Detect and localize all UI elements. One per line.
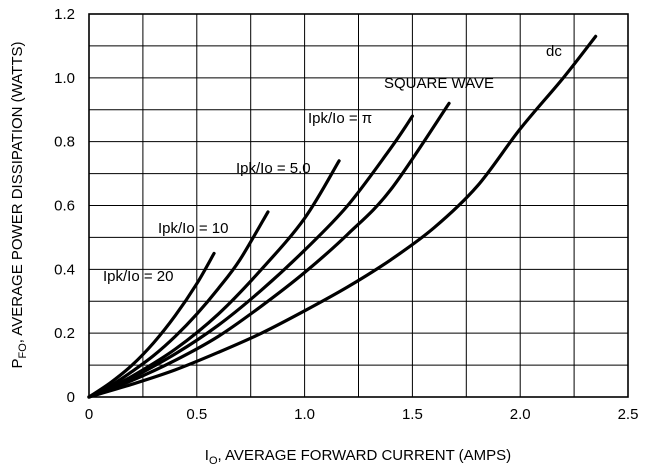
y-tick-label: 0.2 [54, 325, 75, 342]
x-axis-title-prefix: I [205, 447, 209, 464]
series-line-1 [87, 210, 270, 399]
y-tick-label: 1.0 [54, 70, 75, 87]
x-tick-label: 2.0 [510, 406, 531, 423]
x-axis-title: IO, AVERAGE FORWARD CURRENT (AMPS) [205, 447, 511, 467]
series-line-5 [87, 34, 598, 399]
annotation-ipk-5: Ipk/Io = 5.0 [236, 160, 311, 177]
y-axis-title-subscript: FO [17, 343, 29, 359]
x-axis-title-text: , AVERAGE FORWARD CURRENT (AMPS) [218, 447, 512, 464]
x-tick-label: 1.0 [294, 406, 315, 423]
x-tick-label: 2.5 [618, 406, 639, 423]
plot-frame [88, 13, 629, 398]
y-tick-label: 1.2 [54, 6, 75, 23]
data-curves [87, 34, 598, 399]
annotation-ipk-10: Ipk/Io = 10 [158, 220, 228, 237]
y-axis-title-text: , AVERAGE POWER DISSIPATION (WATTS) [9, 42, 26, 344]
annotation-ipk-20: Ipk/Io = 20 [103, 268, 173, 285]
series-line-4 [87, 101, 451, 399]
x-tick-label: 1.5 [402, 406, 423, 423]
y-axis-title: PFO, AVERAGE POWER DISSIPATION (WATTS) [9, 42, 29, 369]
annotation-ipk-pi: Ipk/Io = π [308, 110, 372, 127]
annotation-square-wave: SQUARE WAVE [384, 75, 494, 92]
x-tick-labels: 0 0.5 1.0 1.5 2.0 2.5 [85, 406, 639, 423]
x-axis-title-subscript: O [209, 455, 218, 467]
series-line-0 [87, 251, 216, 399]
y-tick-labels: 0 0.2 0.4 0.6 0.8 1.0 1.2 [54, 6, 75, 406]
y-tick-label: 0.8 [54, 134, 75, 151]
y-tick-label: 0 [67, 389, 75, 406]
x-tick-label: 0 [85, 406, 93, 423]
annotation-dc: dc [546, 43, 562, 60]
y-tick-label: 0.6 [54, 198, 75, 215]
y-axis-title-prefix: P [9, 358, 26, 368]
x-tick-label: 0.5 [186, 406, 207, 423]
y-tick-label: 0.4 [54, 261, 75, 278]
